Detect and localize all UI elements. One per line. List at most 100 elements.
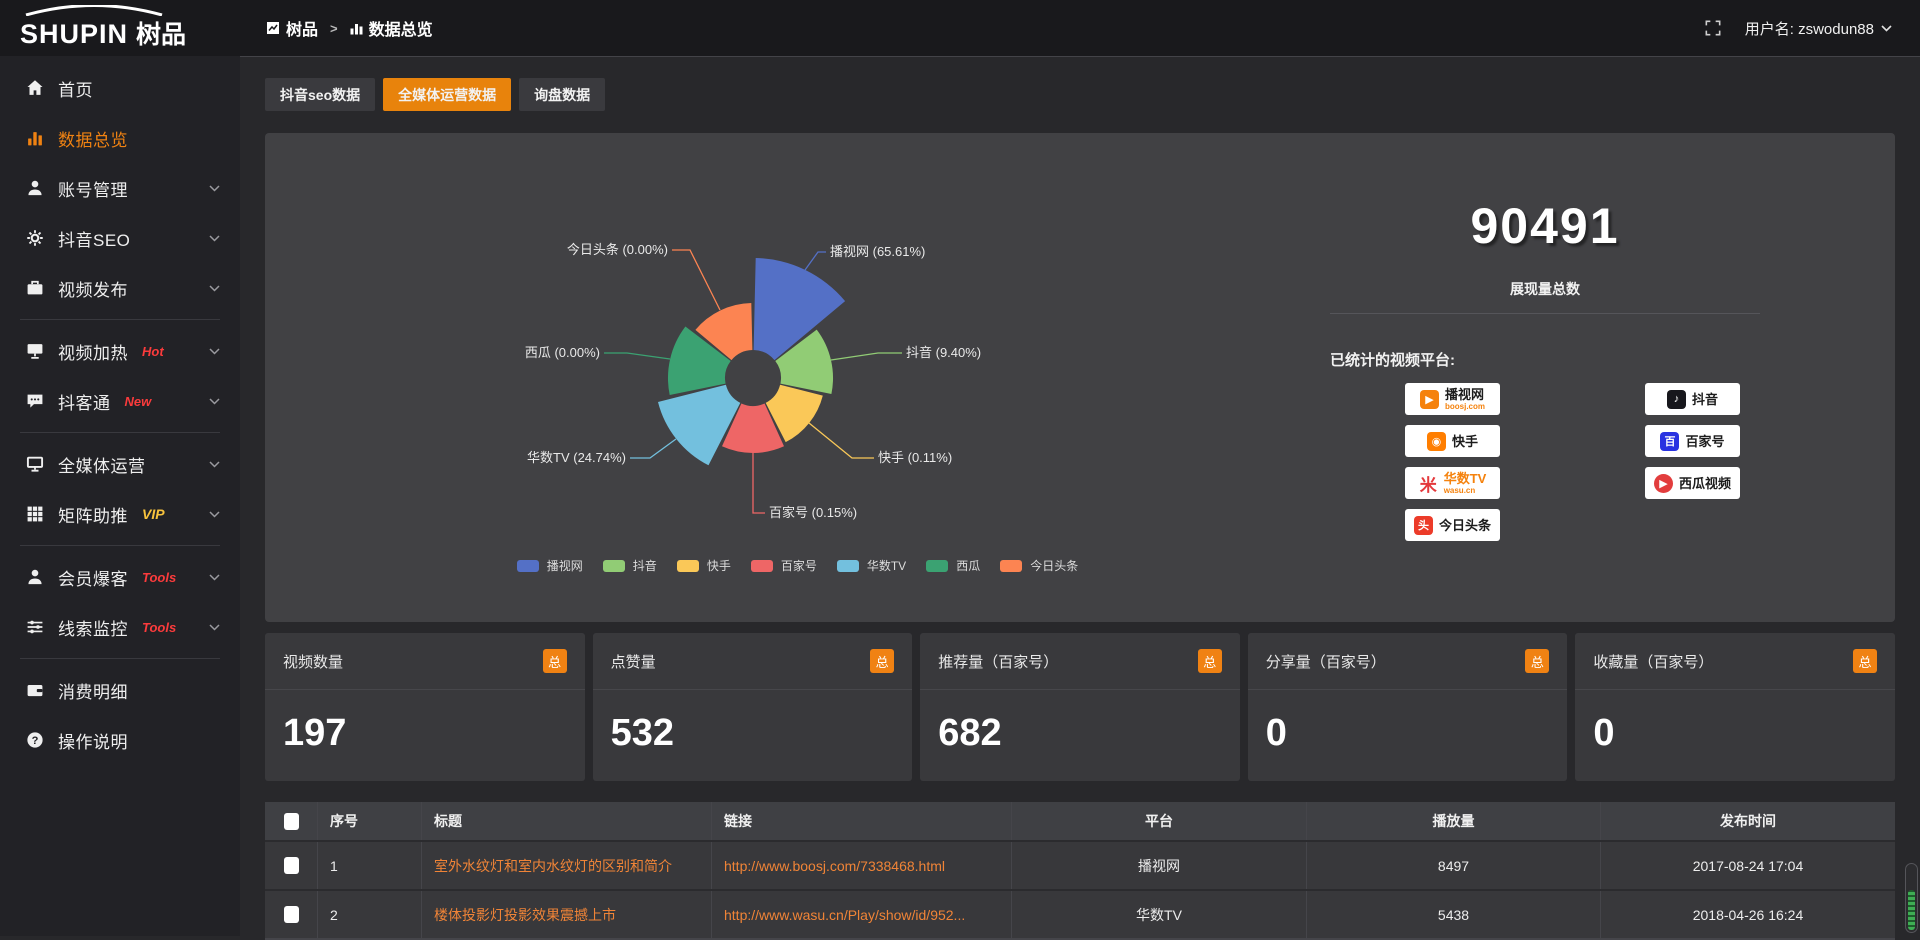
sidebar: 首页数据总览账号管理抖音SEO 视频发布视频加热 Hot 抖客通 New 全媒体运营 矩阵助…: [0, 56, 240, 936]
chevron-down-icon: [1881, 24, 1892, 32]
legend-item-0[interactable]: 播视网: [516, 557, 583, 574]
stat-card-0: 视频数量 总 197: [265, 633, 585, 781]
platform-name: 快手: [1451, 433, 1478, 449]
legend-swatch: [926, 559, 949, 572]
sidebar-item-data-overview[interactable]: 数据总览: [0, 113, 240, 163]
sidebar-item-label: 账号管理: [58, 180, 128, 200]
tab-2[interactable]: 询盘数据: [519, 78, 606, 111]
sidebar-item-media-operation[interactable]: 全媒体运营: [0, 439, 240, 489]
legend-item-1[interactable]: 抖音: [602, 557, 657, 574]
tab-1[interactable]: 全媒体运营数据: [383, 78, 512, 111]
stat-cards-row: 视频数量总 197 点赞量总 532 推荐量（百家号）总 682 分享量（百家号）总 0 收藏量…: [265, 633, 1895, 781]
scrollbar-thumb[interactable]: [1908, 890, 1915, 930]
legend-item-3[interactable]: 百家号: [750, 557, 817, 574]
impressions-total-label: 展现量总数: [1510, 281, 1580, 297]
pie-slice-3[interactable]: [722, 403, 784, 454]
svg-text:?: ?: [32, 735, 39, 747]
legend-swatch: [1000, 559, 1023, 572]
legend-label: 百家号: [780, 559, 817, 573]
platform-grid: ▶ 播视网 boosj.com ♪ 抖音 ◉ 快手 百百家号米华数TV wasu.cn ▶ 西瓜视频…: [1405, 383, 1740, 541]
legend-swatch: [750, 559, 773, 572]
sidebar-item-help[interactable]: ? 操作说明: [0, 715, 240, 765]
legend-item-4[interactable]: 华数TV: [836, 557, 906, 574]
platform-texts: 今日头条: [1439, 519, 1491, 532]
stat-card-header: 收藏量（百家号） 总: [1575, 633, 1895, 690]
legend-item-2[interactable]: 快手: [676, 557, 731, 574]
bar-chart-icon: [350, 23, 363, 34]
sidebar-item-matrix-boost[interactable]: 矩阵助推 VIP: [0, 489, 240, 539]
main-content: 抖音seo数据 全媒体运营数据 询盘数据 播视网 (65.61%) 抖音 (9.40%…: [240, 56, 1920, 940]
breadcrumb-item-page[interactable]: 数据总览: [350, 16, 433, 40]
bar-chart-icon: [26, 129, 44, 147]
row-checkbox[interactable]: [283, 906, 299, 923]
row-checkbox-cell: [265, 891, 318, 938]
cell-title[interactable]: 楼体投影灯投影效果震撼上市: [422, 891, 712, 938]
sidebar-item-member-burst[interactable]: 会员爆客 Tools: [0, 552, 240, 602]
gear-icon: [26, 229, 44, 247]
cell-platform: 华数TV: [1012, 891, 1307, 938]
cell-link[interactable]: http://www.boosj.com/7338468.html: [712, 842, 1012, 889]
cell-title[interactable]: 室外水纹灯和室内水纹灯的区别和简介: [422, 842, 712, 889]
sidebar-item-video-publish[interactable]: 视频发布: [0, 263, 240, 313]
stat-card-value: 532: [610, 712, 674, 754]
sidebar-item-consumption-detail[interactable]: 消费明细: [0, 665, 240, 715]
total-badge: 总: [1853, 649, 1877, 673]
chevron-down-icon: [209, 573, 220, 581]
sidebar-item-label: 数据总览: [58, 130, 128, 150]
sidebar-item-douketong[interactable]: 抖客通 New: [0, 376, 240, 426]
stat-card-value: 682: [938, 712, 1002, 754]
table-header-3: 链接: [712, 802, 1012, 840]
cell-link[interactable]: http://www.wasu.cn/Play/show/id/952...: [712, 891, 1012, 938]
stat-card-4: 收藏量（百家号） 总 0: [1575, 633, 1895, 781]
logo-arc: [25, 5, 163, 16]
tab-0[interactable]: 抖音seo数据: [265, 78, 376, 111]
legend-item-5[interactable]: 西瓜: [926, 557, 980, 574]
overview-panel: 播视网 (65.61%) 抖音 (9.40%) 快手 (0.11%) 百家号 (0.1…: [265, 133, 1895, 622]
legend-swatch: [516, 559, 539, 572]
breadcrumb-item-app[interactable]: 树品: [266, 16, 318, 40]
fullscreen-icon[interactable]: [1705, 20, 1721, 36]
stat-card-3: 分享量（百家号） 总 0: [1247, 633, 1568, 781]
platform-texts: 快手: [1452, 435, 1478, 448]
sidebar-item-video-heat[interactable]: 视频加热 Hot: [0, 326, 240, 376]
platform-badge-4: 米华数TV wasu.cn: [1405, 467, 1500, 499]
platforms-title: 已统计的视频平台:: [1330, 352, 1455, 369]
chevron-down-icon: [209, 347, 220, 355]
page-scrollbar[interactable]: [1905, 863, 1918, 933]
pie-slice-5[interactable]: [667, 326, 731, 396]
monitor-icon: [26, 455, 44, 473]
chat-icon: [26, 392, 44, 410]
pie-label-4: 华数TV (24.74%): [527, 450, 626, 465]
user-menu[interactable]: 用户名: zswodun88: [1745, 18, 1892, 39]
stat-card-header: 分享量（百家号） 总: [1247, 633, 1568, 690]
table-row: 1 室外水纹灯和室内水纹灯的区别和简介 http://www.boosj.com/7…: [265, 840, 1895, 889]
legend-label: 快手: [706, 559, 731, 573]
pie-slice-2[interactable]: [765, 384, 823, 443]
chevron-down-icon: [209, 184, 220, 192]
data-tabs: 抖音seo数据 全媒体运营数据 询盘数据: [265, 78, 1920, 111]
legend-item-6[interactable]: 今日头条: [1000, 557, 1078, 574]
pie-slice-6[interactable]: [695, 303, 753, 361]
platform-name: 百家号: [1685, 433, 1725, 449]
table-row: 2 楼体投影灯投影效果震撼上市 http://www.wasu.cn/Play/sh…: [265, 889, 1895, 938]
xigua-icon: ▶: [1653, 473, 1673, 493]
sidebar-item-leads-monitor[interactable]: 线索监控 Tools: [0, 602, 240, 652]
pie-label-5: 西瓜 (0.00%): [525, 345, 600, 360]
total-badge: 总: [1197, 649, 1222, 673]
sidebar-item-douyin-seo[interactable]: 抖音SEO: [0, 213, 240, 263]
logo-text-primary: SHUPIN: [20, 19, 129, 49]
pie-slice-0[interactable]: [753, 258, 846, 361]
row-checkbox[interactable]: [283, 857, 299, 874]
grid-icon: [26, 505, 44, 523]
sidebar-item-label: 线索监控: [58, 619, 128, 639]
stat-card-label: 视频数量: [283, 653, 344, 671]
stat-card-label: 分享量（百家号）: [1265, 653, 1386, 671]
summary-section: 90491 展现量总数 已统计的视频平台: ▶ 播视网 boosj.com ♪ 抖音 ◉ 快…: [1330, 133, 1760, 622]
select-all-checkbox[interactable]: [283, 812, 299, 830]
pie-slice-4[interactable]: [658, 384, 741, 466]
topbar-right: 用户名: zswodun88: [1705, 18, 1920, 39]
sidebar-item-account-manage[interactable]: 账号管理: [0, 163, 240, 213]
sidebar-item-home[interactable]: 首页: [0, 63, 240, 113]
breadcrumb-label: 树品: [286, 22, 319, 39]
pie-slice-1[interactable]: [775, 329, 834, 394]
